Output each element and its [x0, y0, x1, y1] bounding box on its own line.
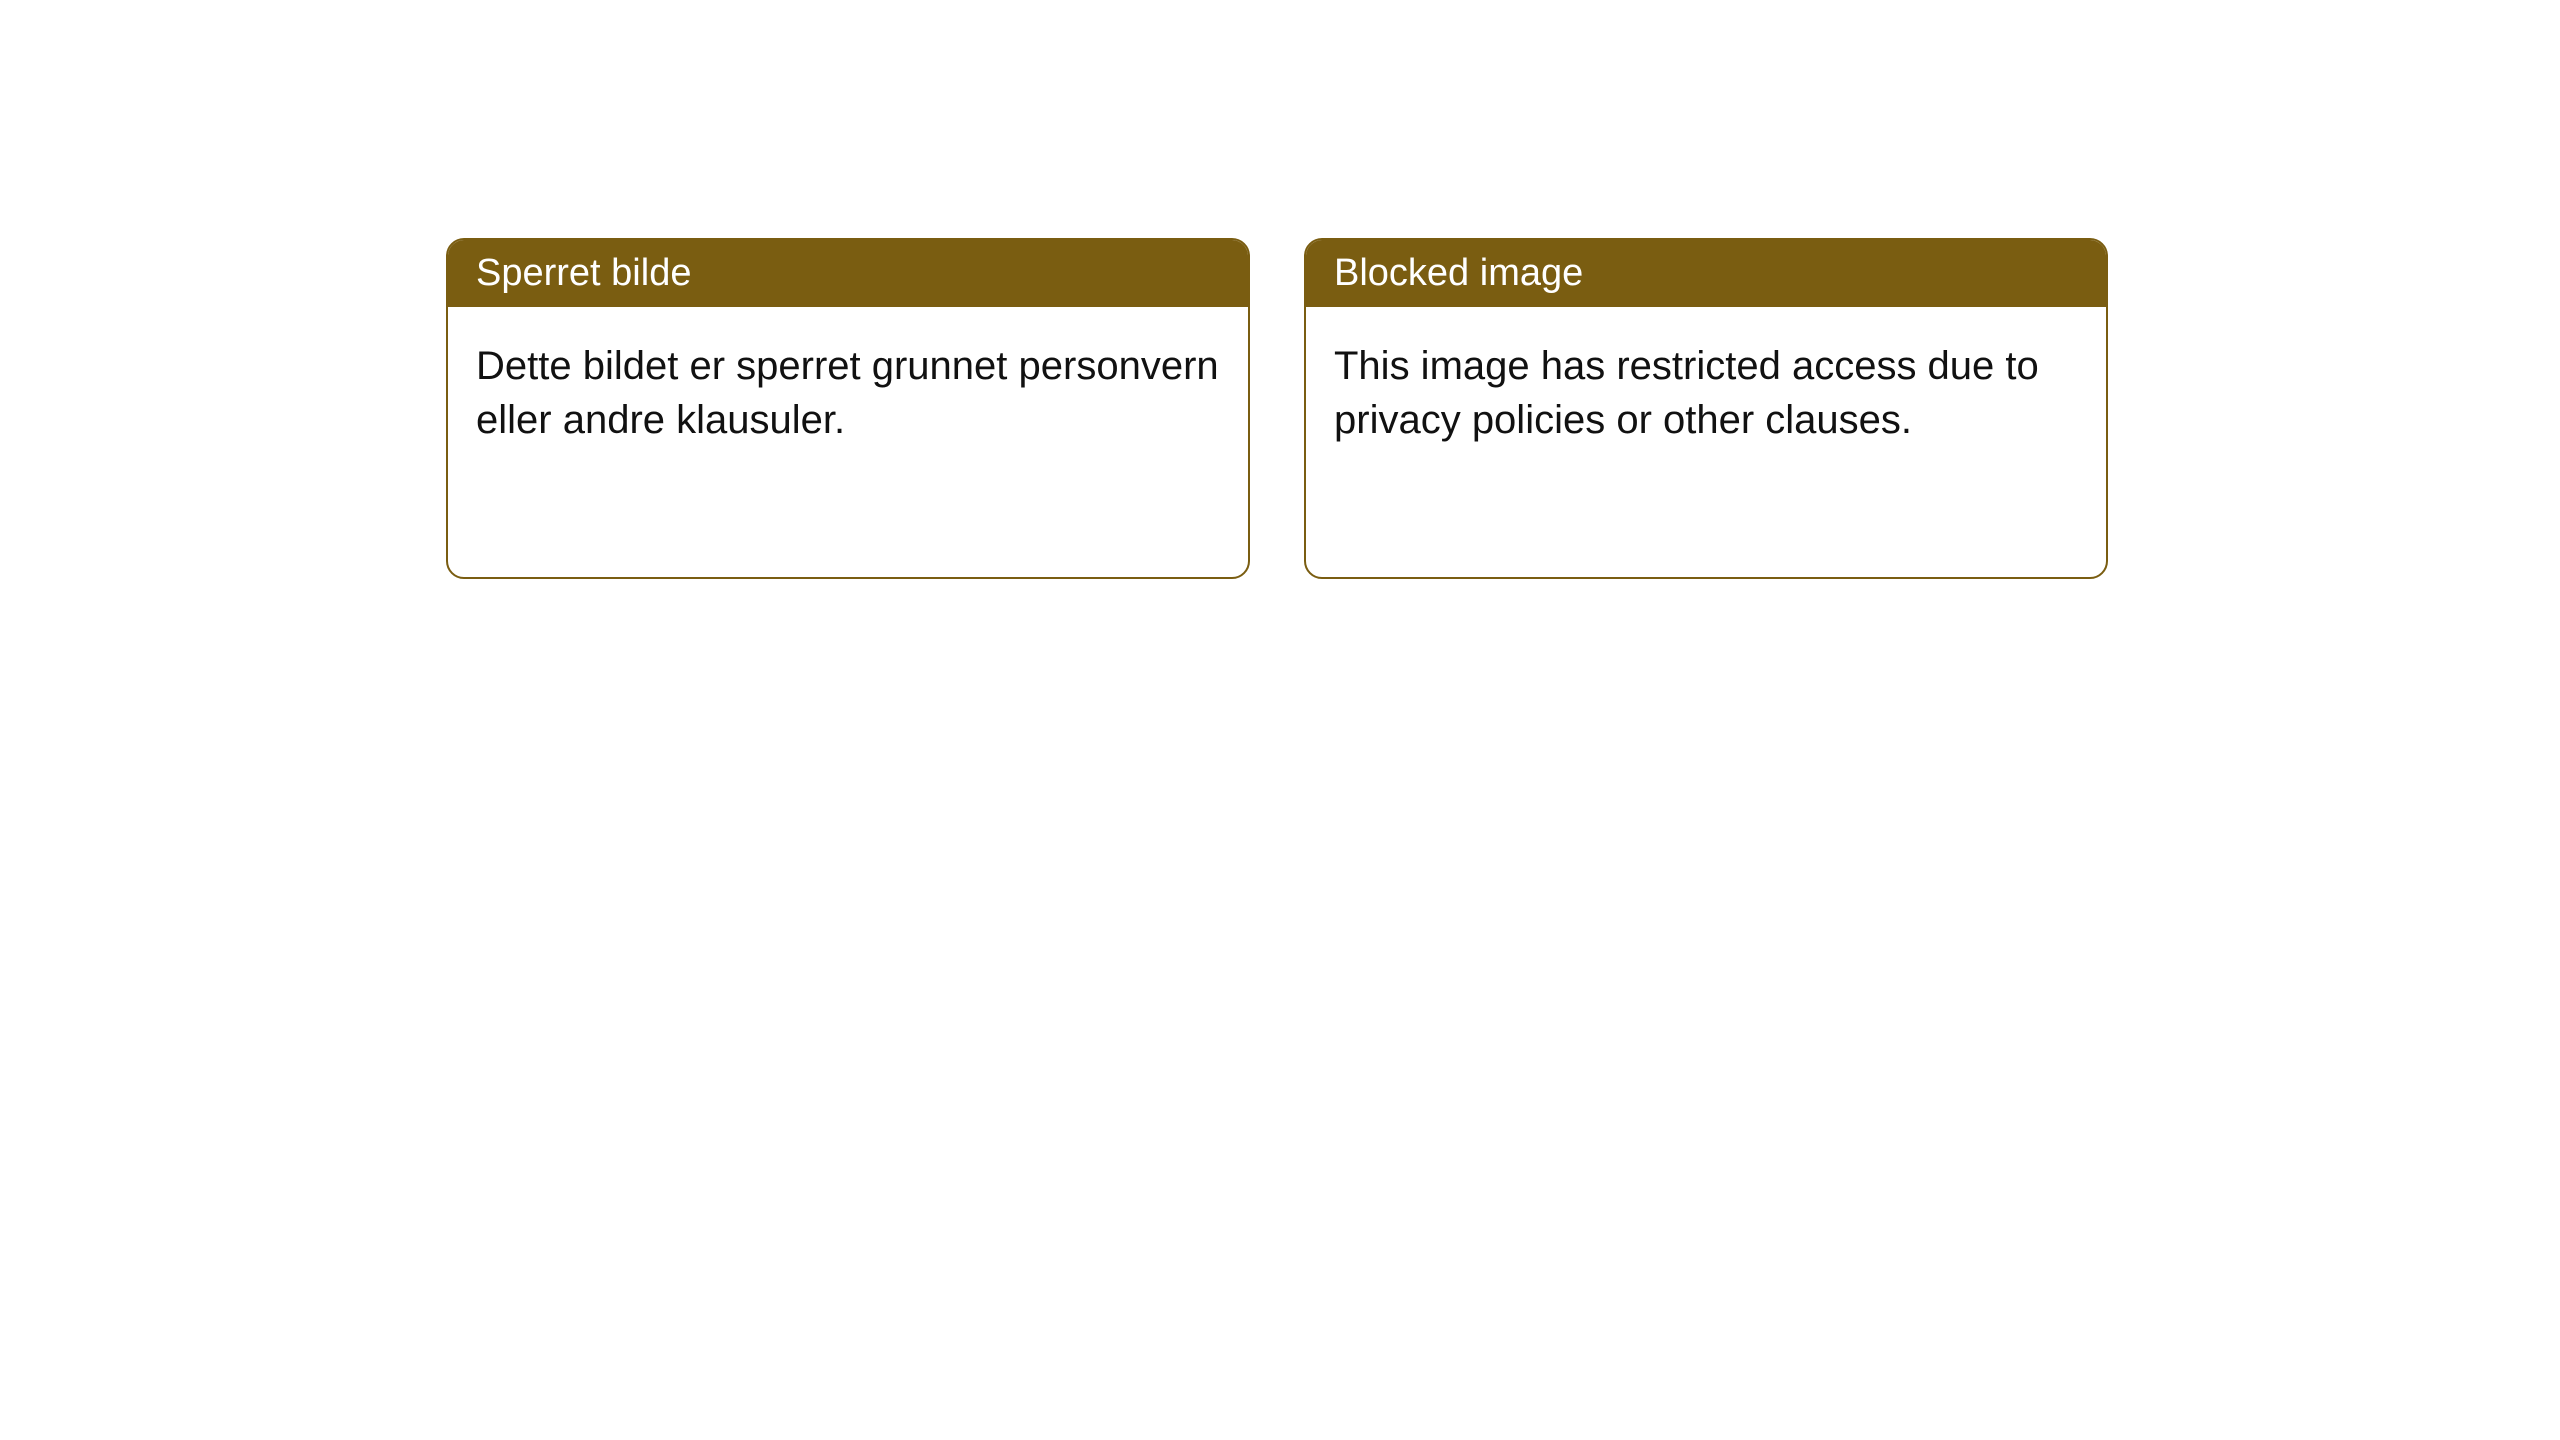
notice-body-norwegian: Dette bildet er sperret grunnet personve… [448, 307, 1248, 577]
notice-card-norwegian: Sperret bilde Dette bildet er sperret gr… [446, 238, 1250, 579]
blocked-image-notices: Sperret bilde Dette bildet er sperret gr… [446, 238, 2108, 579]
notice-header-english: Blocked image [1306, 240, 2106, 307]
notice-header-norwegian: Sperret bilde [448, 240, 1248, 307]
notice-body-english: This image has restricted access due to … [1306, 307, 2106, 577]
notice-card-english: Blocked image This image has restricted … [1304, 238, 2108, 579]
